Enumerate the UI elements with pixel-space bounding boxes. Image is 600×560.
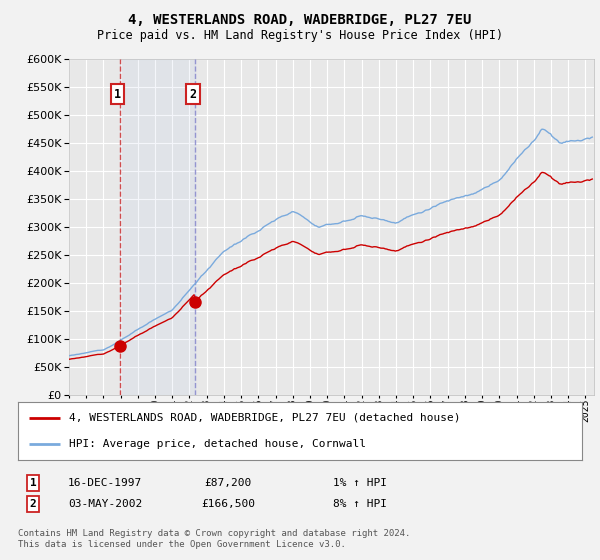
Text: £166,500: £166,500: [201, 499, 255, 509]
Text: 4, WESTERLANDS ROAD, WADEBRIDGE, PL27 7EU (detached house): 4, WESTERLANDS ROAD, WADEBRIDGE, PL27 7E…: [69, 413, 460, 423]
Text: Price paid vs. HM Land Registry's House Price Index (HPI): Price paid vs. HM Land Registry's House …: [97, 29, 503, 42]
Bar: [120, 59, 196, 395]
Text: 16-DEC-1997: 16-DEC-1997: [68, 478, 142, 488]
Text: 1: 1: [29, 478, 37, 488]
Text: 4, WESTERLANDS ROAD, WADEBRIDGE, PL27 7EU: 4, WESTERLANDS ROAD, WADEBRIDGE, PL27 7E…: [128, 13, 472, 27]
Text: 8% ↑ HPI: 8% ↑ HPI: [333, 499, 387, 509]
Text: Contains HM Land Registry data © Crown copyright and database right 2024.
This d: Contains HM Land Registry data © Crown c…: [18, 529, 410, 549]
Text: HPI: Average price, detached house, Cornwall: HPI: Average price, detached house, Corn…: [69, 439, 366, 449]
Text: 2: 2: [29, 499, 37, 509]
Text: 03-MAY-2002: 03-MAY-2002: [68, 499, 142, 509]
Text: 2: 2: [189, 87, 196, 101]
Text: 1: 1: [114, 87, 121, 101]
Text: £87,200: £87,200: [205, 478, 251, 488]
Text: 1% ↑ HPI: 1% ↑ HPI: [333, 478, 387, 488]
